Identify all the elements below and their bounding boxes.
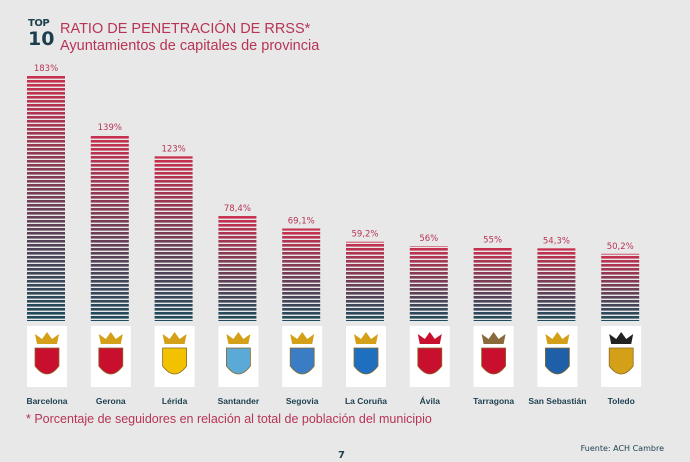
coat-of-arms-icon	[218, 326, 259, 387]
bar	[218, 216, 257, 321]
bar-Santander	[218, 216, 257, 321]
bar-San Sebastián	[537, 248, 576, 321]
bar	[409, 246, 448, 321]
bar-Segovia	[282, 228, 321, 321]
category-label: Barcelona	[26, 396, 67, 406]
data-label: 69,1%	[288, 216, 315, 226]
bar-Lérida	[154, 156, 193, 321]
coat-of-arms-icon	[27, 326, 67, 387]
page-number: 7	[338, 450, 345, 461]
chart-title-block: RATIO DE PENETRACIÓN DE RRSS* Ayuntamient…	[60, 21, 319, 55]
bar-Toledo	[601, 253, 640, 321]
bar	[90, 134, 129, 321]
chart-title: RATIO DE PENETRACIÓN DE RRSS*	[60, 21, 311, 37]
top10-badge: TOP 10	[28, 18, 54, 49]
bar	[154, 156, 193, 321]
bar-Gerona	[90, 134, 129, 321]
coat-of-arms-icon	[409, 326, 450, 387]
bar	[537, 248, 576, 321]
data-label: 59,2%	[351, 230, 378, 240]
bar	[27, 76, 65, 321]
category-label: Gerona	[96, 396, 126, 406]
category-label: San Sebastián	[528, 396, 586, 406]
data-label: 50,2%	[607, 242, 634, 252]
badge-top: TOP	[28, 18, 50, 29]
category-label: Ávila	[420, 396, 441, 406]
coat-of-arms-icon	[90, 326, 131, 387]
data-label: 54,3%	[543, 236, 570, 246]
bar	[346, 241, 384, 321]
data-label: 78,4%	[224, 204, 251, 214]
category-label: La Coruña	[345, 396, 387, 406]
category-label: Lérida	[162, 396, 188, 406]
bar-Ávila	[409, 246, 448, 321]
bar-La Coruña	[346, 241, 384, 321]
data-label: 55%	[483, 235, 502, 245]
coat-of-arms-icon	[601, 326, 642, 387]
bar	[473, 247, 512, 321]
chart-subtitle: Ayuntamientos de capitales de provincia	[60, 38, 320, 54]
data-label: 183%	[34, 64, 58, 74]
bar	[282, 228, 321, 321]
source: Fuente: ACH Cambre	[580, 444, 664, 453]
coat-of-arms-icon	[282, 326, 323, 387]
bar-Tarragona	[473, 247, 512, 321]
data-label: 139%	[98, 123, 122, 133]
bar	[601, 253, 640, 321]
coat-of-arms-icon	[346, 326, 386, 387]
coat-of-arms-icon	[154, 326, 195, 387]
category-label: Segovia	[286, 396, 319, 406]
coat-of-arms-icon	[473, 326, 514, 387]
badge-num: 10	[28, 28, 55, 50]
bar-Barcelona	[27, 76, 65, 321]
category-label: Tarragona	[473, 396, 514, 406]
data-label: 123%	[161, 144, 185, 154]
coat-of-arms-icon	[537, 326, 578, 387]
category-label: Santander	[218, 396, 260, 406]
data-label: 56%	[419, 234, 438, 244]
category-label: Toledo	[608, 396, 635, 406]
footnote: * Porcentaje de seguidores en relación a…	[26, 412, 432, 426]
